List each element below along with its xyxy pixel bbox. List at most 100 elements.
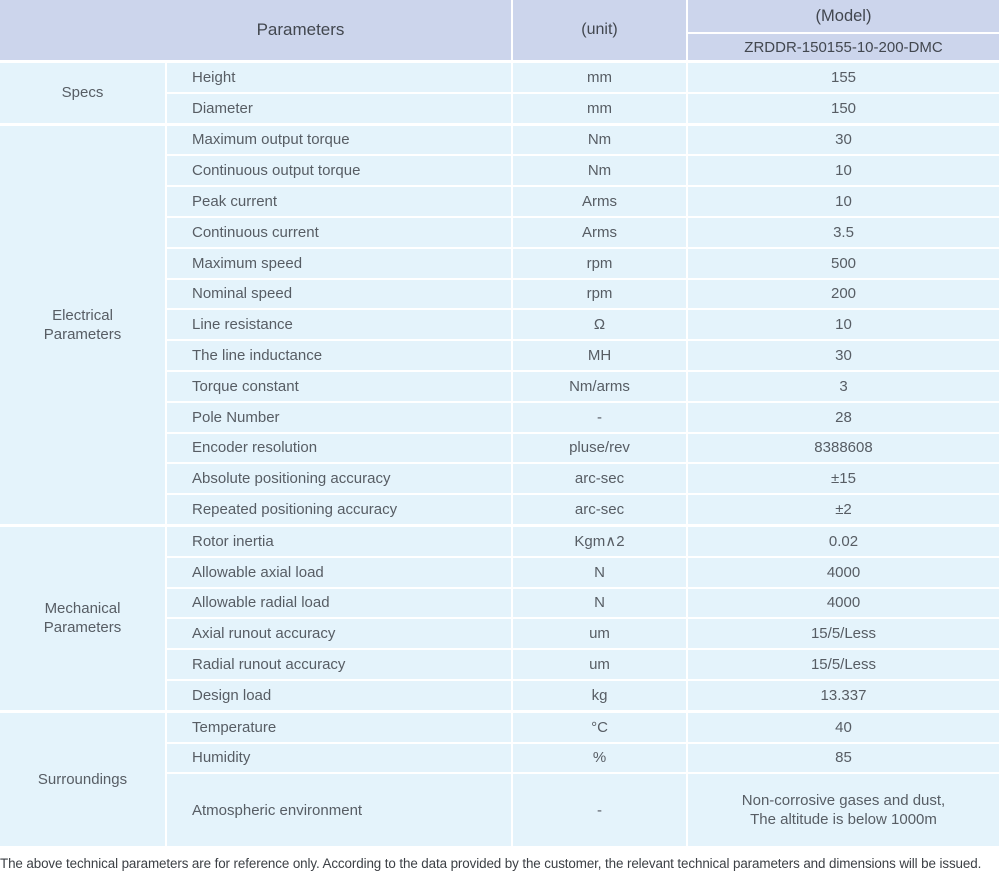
value-cell: 15/5/Less <box>686 648 999 681</box>
param-name-cell: Atmospheric environment <box>165 772 513 848</box>
param-name-cell: Peak current <box>165 185 513 218</box>
unit-cell: Arms <box>511 215 688 249</box>
reference-note: The above technical parameters are for r… <box>0 856 982 872</box>
value-cell: 10 <box>686 185 999 218</box>
unit-cell: - <box>511 400 688 434</box>
param-name-cell: Continuous output torque <box>165 154 513 188</box>
table-row: Axial runout accuracy um 15/5/Less <box>0 617 999 651</box>
unit-cell: kg <box>511 678 688 713</box>
table-row: Continuous output torque Nm 10 <box>0 154 999 188</box>
unit-cell: N <box>511 555 688 589</box>
table-header: Parameters (unit) (Model) ZRDDR-150155-1… <box>0 0 999 63</box>
param-name-cell: Temperature <box>165 709 513 744</box>
value-cell: 15/5/Less <box>686 617 999 651</box>
unit-cell: Arms <box>511 185 688 218</box>
table-row: Maximum speed rpm 500 <box>0 246 999 280</box>
value-cell: 150 <box>686 91 999 126</box>
unit-cell: - <box>511 772 688 848</box>
table-row: Allowable axial load N 4000 <box>0 555 999 589</box>
value-cell: 200 <box>686 277 999 311</box>
param-name-cell: Radial runout accuracy <box>165 648 513 681</box>
table-row: Mechanical Parameters Rotor inertia Kgm∧… <box>0 523 999 713</box>
value-cell: ±15 <box>686 462 999 496</box>
value-cell: 28 <box>686 400 999 434</box>
table-row: Pole Number - 28 <box>0 400 999 434</box>
param-name-cell: Rotor inertia <box>165 523 513 558</box>
table-row: Torque constant Nm/arms 3 <box>0 369 999 403</box>
table-row: Absolute positioning accuracy arc-sec ±1… <box>0 462 999 496</box>
value-cell: 30 <box>686 122 999 157</box>
table-row: Continuous current Arms 3.5 <box>0 215 999 249</box>
param-name-cell: Absolute positioning accuracy <box>165 462 513 496</box>
unit-cell: Nm/arms <box>511 369 688 403</box>
param-name-cell: Line resistance <box>165 308 513 342</box>
unit-cell: arc-sec <box>511 462 688 496</box>
param-name-cell: Allowable radial load <box>165 586 513 620</box>
section-label-specs: Specs <box>0 60 167 126</box>
value-cell: 10 <box>686 308 999 342</box>
table-row: Design load kg 13.337 <box>0 678 999 713</box>
param-name-cell: Humidity <box>165 741 513 775</box>
value-cell: 3 <box>686 369 999 403</box>
unit-column-header: (unit) <box>511 0 688 63</box>
unit-cell: mm <box>511 59 688 94</box>
table-row: Encoder resolution pluse/rev 8388608 <box>0 431 999 465</box>
parameters-column-header: Parameters <box>0 0 513 63</box>
table-row: Diameter mm 150 <box>0 91 999 126</box>
model-number: ZRDDR-150155-10-200-DMC <box>686 32 999 63</box>
model-column-header: (Model) <box>686 0 999 34</box>
unit-cell: pluse/rev <box>511 431 688 465</box>
table-row: Radial runout accuracy um 15/5/Less <box>0 648 999 681</box>
table-row: Humidity % 85 <box>0 741 999 775</box>
table-row: Atmospheric environment - Non-corrosive … <box>0 772 999 848</box>
param-name-cell: Allowable axial load <box>165 555 513 589</box>
table-row: Peak current Arms 10 <box>0 185 999 218</box>
unit-cell: arc-sec <box>511 493 688 527</box>
param-name-cell: The line inductance <box>165 339 513 372</box>
value-cell: Non-corrosive gases and dust, The altitu… <box>686 772 999 848</box>
unit-cell: MH <box>511 339 688 372</box>
param-name-cell: Diameter <box>165 91 513 126</box>
table-row: Line resistance Ω 10 <box>0 308 999 342</box>
param-name-cell: Design load <box>165 678 513 713</box>
table-row: Repeated positioning accuracy arc-sec ±2 <box>0 493 999 527</box>
unit-cell: rpm <box>511 277 688 311</box>
value-cell: 3.5 <box>686 215 999 249</box>
param-name-cell: Maximum output torque <box>165 122 513 157</box>
value-cell: 10 <box>686 154 999 188</box>
value-cell: 155 <box>686 59 999 94</box>
param-name-cell: Encoder resolution <box>165 431 513 465</box>
unit-cell: Nm <box>511 154 688 188</box>
header-row-1: Parameters (unit) (Model) <box>0 0 999 63</box>
value-cell: ±2 <box>686 493 999 527</box>
spec-table: Parameters (unit) (Model) ZRDDR-150155-1… <box>0 0 999 848</box>
value-cell: 40 <box>686 709 999 744</box>
table-row: Electrical Parameters Maximum output tor… <box>0 122 999 527</box>
header-row-2: ZRDDR-150155-10-200-DMC <box>0 32 999 63</box>
unit-cell: Kgm∧2 <box>511 523 688 558</box>
param-name-cell: Repeated positioning accuracy <box>165 493 513 527</box>
unit-cell: rpm <box>511 246 688 280</box>
table-row: Specs Height mm 155 <box>0 59 999 126</box>
param-name-cell: Height <box>165 59 513 94</box>
section-label-electrical: Electrical Parameters <box>0 122 167 527</box>
unit-cell: °C <box>511 709 688 744</box>
section-label-mechanical: Mechanical Parameters <box>0 523 167 713</box>
value-cell: 0.02 <box>686 523 999 558</box>
param-name-cell: Nominal speed <box>165 277 513 311</box>
unit-cell: um <box>511 648 688 681</box>
table-row: Nominal speed rpm 200 <box>0 277 999 311</box>
value-cell: 4000 <box>686 586 999 620</box>
unit-cell: % <box>511 741 688 775</box>
value-cell: 85 <box>686 741 999 775</box>
value-cell: 500 <box>686 246 999 280</box>
value-cell: 4000 <box>686 555 999 589</box>
value-cell: 13.337 <box>686 678 999 713</box>
unit-cell: um <box>511 617 688 651</box>
table-row: The line inductance MH 30 <box>0 339 999 372</box>
value-cell: 8388608 <box>686 431 999 465</box>
param-name-cell: Torque constant <box>165 369 513 403</box>
section-label-surroundings: Surroundings <box>0 709 167 848</box>
unit-cell: Ω <box>511 308 688 342</box>
